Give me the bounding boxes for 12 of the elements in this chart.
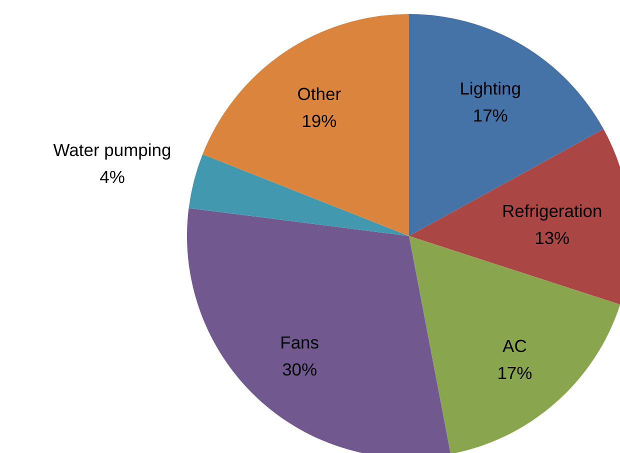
slice-label: AC — [502, 336, 527, 356]
slice-label: Refrigeration — [502, 200, 602, 221]
slice-label: Lighting — [460, 78, 522, 98]
slice-label: Water pumping — [53, 140, 172, 160]
data-label: 13% — [534, 228, 570, 248]
data-label: 17% — [497, 362, 532, 383]
data-label: 4% — [100, 166, 125, 187]
slice-label: Fans — [280, 332, 320, 353]
data-label: 30% — [282, 360, 318, 380]
data-label: 19% — [302, 110, 337, 131]
slice-label: Other — [297, 84, 342, 104]
data-label: 17% — [472, 105, 508, 126]
